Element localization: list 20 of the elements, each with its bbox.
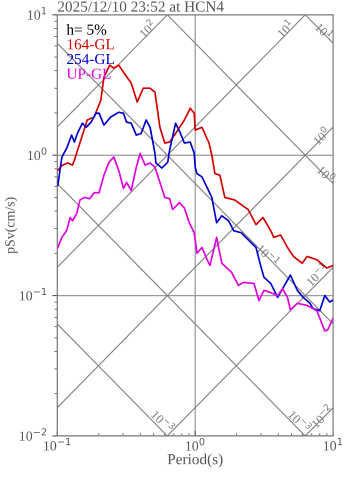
y-tick-label: 10$^{−1}$: [20, 288, 46, 300]
x-tick-label: 10$^{0}$: [186, 438, 204, 451]
annotation: 10$^{2}$: [137, 18, 157, 38]
y-tick-label: 10$^{0}$: [28, 147, 46, 160]
x-tick-label: 10$^{−1}$: [44, 438, 70, 451]
legend-title: h= 5%: [66, 24, 106, 35]
x-tick-label: 10$^{1}$: [324, 438, 342, 451]
annotation: 10$^{1}$: [314, 20, 334, 40]
text: 254-GL: [67, 54, 114, 64]
annotation: 10$^{0}$: [311, 126, 331, 146]
y-tick-label: 10$^{−2}$: [20, 428, 46, 441]
y-axis-title: pSv(cm/s): [4, 197, 18, 254]
y-tick-label: 10$^{1}$: [28, 7, 46, 20]
annotation: 10$^{−3}$: [150, 408, 176, 433]
annotation: 10$^{−3}$: [288, 408, 313, 433]
annotation: 10$^{−1}$: [256, 242, 281, 267]
annotation: 10$^{1}$: [274, 18, 294, 38]
chart-title: 2025/12/10 23:52 at HCN4: [58, 1, 224, 12]
x-axis-title: Period(s): [168, 454, 223, 468]
series-label: 164-GL: [68, 39, 114, 50]
